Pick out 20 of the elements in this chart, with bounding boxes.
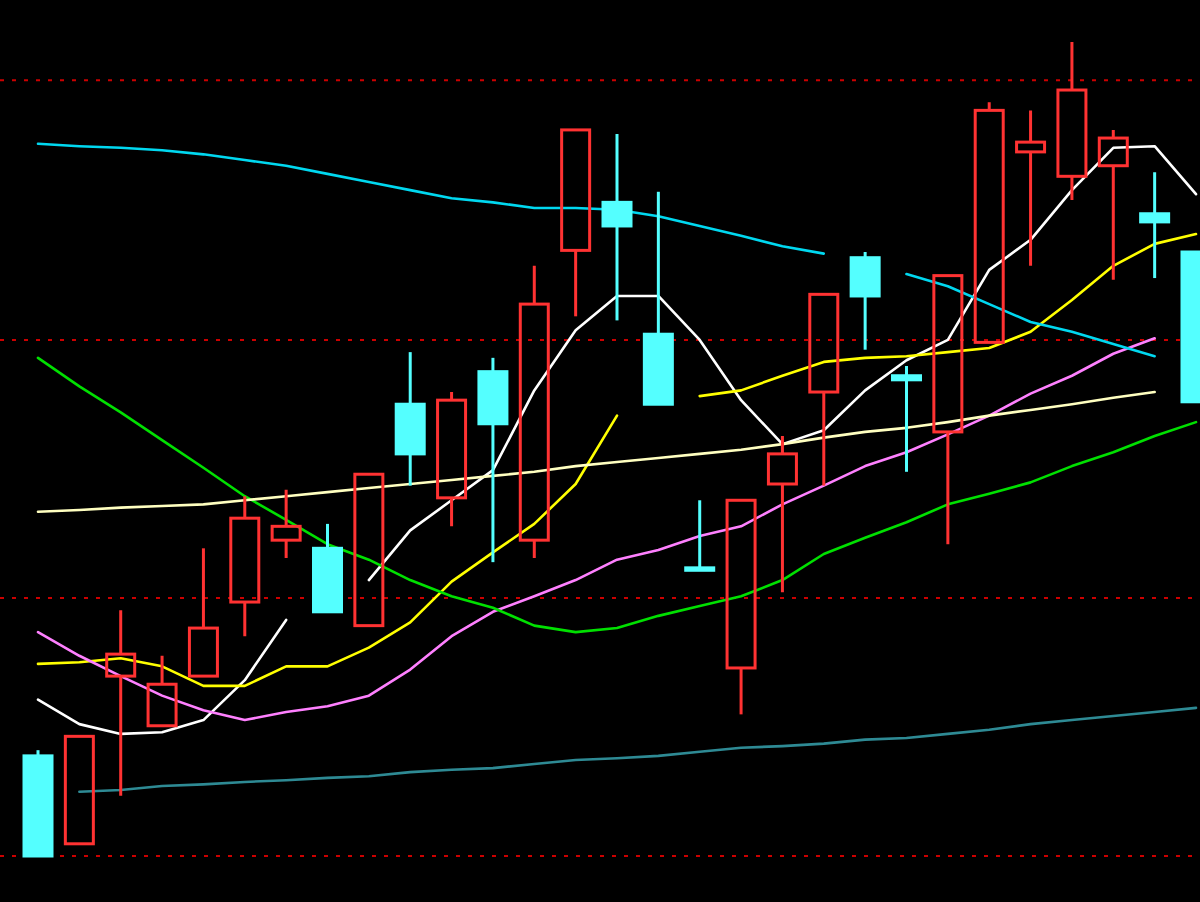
candlestick <box>105 608 137 798</box>
candlestick <box>270 488 302 560</box>
candlestick <box>932 274 964 546</box>
candlestick <box>187 546 219 678</box>
candlestick <box>891 364 922 474</box>
candlestick <box>1139 170 1171 280</box>
candlestick <box>601 132 633 322</box>
candlestick <box>146 654 178 728</box>
candlestick <box>1097 128 1129 282</box>
candlestick <box>1056 40 1088 202</box>
candlestick <box>849 250 881 352</box>
candlestick <box>684 498 716 572</box>
candlestick <box>766 434 798 594</box>
candlestick <box>1015 108 1047 268</box>
candlestick <box>518 264 550 560</box>
candlestick <box>436 390 468 528</box>
candlestick <box>725 498 757 716</box>
candlestick <box>229 494 261 638</box>
candlestick <box>560 128 592 318</box>
candlestick <box>808 292 840 488</box>
